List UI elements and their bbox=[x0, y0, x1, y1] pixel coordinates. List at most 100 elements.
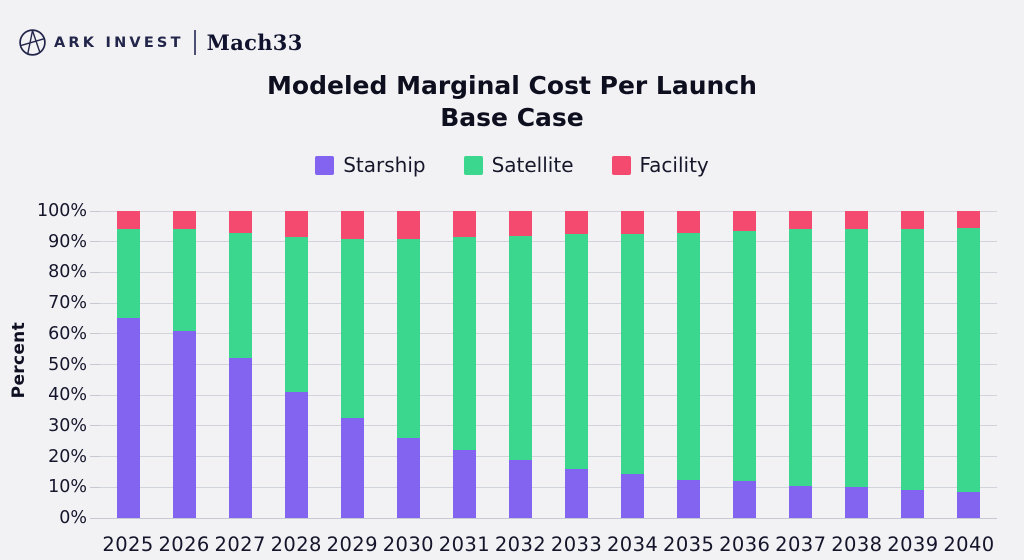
chart-title: Modeled Marginal Cost Per Launch Base Ca… bbox=[0, 70, 1024, 134]
bar-segment-facility-2034 bbox=[621, 211, 645, 235]
bar-segment-facility-2026 bbox=[172, 211, 196, 230]
y-tick-mark bbox=[90, 517, 100, 519]
x-tick-label-2033: 2033 bbox=[550, 533, 603, 556]
bar-segment-facility-2033 bbox=[565, 211, 589, 235]
bar-segment-starship-2037 bbox=[789, 485, 813, 518]
legend-item-facility: Facility bbox=[611, 153, 709, 177]
x-tick-label-2034: 2034 bbox=[606, 533, 659, 556]
x-tick-label-2031: 2031 bbox=[438, 533, 491, 556]
bar-segment-facility-2040 bbox=[957, 211, 981, 228]
x-tick-label-2032: 2032 bbox=[494, 533, 547, 556]
brand-header: ARK INVEST Mach33 bbox=[19, 29, 303, 56]
bar-segment-facility-2031 bbox=[452, 211, 476, 238]
chart-title-line1: Modeled Marginal Cost Per Launch bbox=[267, 71, 757, 100]
y-tick-mark bbox=[90, 333, 100, 335]
bar-segment-starship-2027 bbox=[228, 358, 252, 518]
legend-label-starship: Starship bbox=[343, 153, 426, 177]
bar-segment-satellite-2031 bbox=[452, 237, 476, 451]
bar-segment-starship-2039 bbox=[901, 490, 925, 518]
x-tick-label-2035: 2035 bbox=[663, 533, 715, 556]
legend-item-satellite: Satellite bbox=[463, 153, 574, 177]
bar-segment-satellite-2025 bbox=[116, 229, 140, 319]
y-tick-label: 100% bbox=[36, 201, 87, 221]
bar-segment-facility-2032 bbox=[508, 211, 532, 236]
legend-swatch-starship bbox=[315, 155, 335, 175]
bar-2031 bbox=[452, 211, 476, 518]
gridline-70% bbox=[100, 302, 997, 304]
gridline-60% bbox=[100, 333, 997, 335]
bar-segment-satellite-2037 bbox=[789, 229, 813, 486]
bar-segment-starship-2035 bbox=[677, 479, 701, 518]
bar-segment-facility-2037 bbox=[789, 211, 813, 230]
bar-2032 bbox=[508, 211, 532, 518]
y-tick-mark bbox=[90, 302, 100, 304]
legend-swatch-satellite bbox=[463, 155, 483, 175]
bar-segment-starship-2034 bbox=[621, 473, 645, 518]
y-tick-mark bbox=[90, 271, 100, 273]
x-tick-label-2026: 2026 bbox=[158, 533, 210, 556]
gridline-30% bbox=[100, 425, 997, 427]
bar-segment-starship-2033 bbox=[565, 468, 589, 518]
bar-2038 bbox=[845, 211, 869, 518]
ark-globe-icon bbox=[19, 29, 46, 56]
gridline-80% bbox=[100, 271, 997, 273]
bar-segment-facility-2030 bbox=[396, 211, 420, 239]
x-tick-label-2039: 2039 bbox=[887, 533, 939, 556]
bar-2030 bbox=[396, 211, 420, 518]
bar-segment-satellite-2030 bbox=[396, 238, 420, 439]
bar-segment-starship-2026 bbox=[172, 330, 196, 518]
bar-2028 bbox=[284, 211, 308, 518]
x-tick-label-2027: 2027 bbox=[214, 533, 266, 556]
bar-segment-facility-2036 bbox=[733, 211, 757, 231]
bar-segment-facility-2029 bbox=[340, 211, 364, 239]
bar-segment-satellite-2038 bbox=[845, 229, 869, 488]
bar-segment-starship-2025 bbox=[116, 318, 140, 518]
bar-segment-facility-2038 bbox=[845, 211, 869, 230]
bar-segment-starship-2028 bbox=[284, 392, 308, 518]
bar-2029 bbox=[340, 211, 364, 518]
y-axis-title: Percent bbox=[9, 322, 29, 399]
y-tick-label: 10% bbox=[48, 477, 87, 498]
x-tick-label-2025: 2025 bbox=[102, 533, 154, 556]
bar-segment-starship-2031 bbox=[452, 450, 476, 518]
bar-segment-facility-2035 bbox=[677, 211, 701, 233]
gridline-10% bbox=[100, 486, 997, 488]
bar-2037 bbox=[789, 211, 813, 518]
y-tick-mark bbox=[90, 486, 100, 488]
plot-area: 0% 10% 20% 30% 40% 50% 60% 70% 80% 90% 100% 2025 202… bbox=[37, 201, 997, 556]
bar-segment-facility-2028 bbox=[284, 211, 308, 238]
bar-segment-satellite-2035 bbox=[677, 232, 701, 480]
y-tick-label: 30% bbox=[48, 415, 87, 436]
bar-2033 bbox=[565, 211, 589, 518]
bar-segment-satellite-2040 bbox=[957, 227, 981, 492]
bar-segment-satellite-2033 bbox=[565, 234, 589, 469]
bar-segment-facility-2025 bbox=[116, 211, 140, 230]
x-tick-label-2038: 2038 bbox=[831, 533, 883, 556]
gridline-90% bbox=[100, 241, 997, 243]
y-tick-label: 80% bbox=[48, 262, 87, 283]
legend-label-satellite: Satellite bbox=[491, 153, 574, 177]
bar-segment-starship-2036 bbox=[733, 481, 757, 518]
x-tick-label-2030: 2030 bbox=[382, 533, 434, 556]
bar-2035 bbox=[677, 211, 701, 518]
bar-2040 bbox=[957, 211, 981, 518]
bar-segment-starship-2032 bbox=[508, 459, 532, 518]
bar-2025 bbox=[116, 211, 140, 518]
x-tick-label-2028: 2028 bbox=[270, 533, 322, 556]
brand-ark-invest: ARK INVEST bbox=[54, 34, 184, 51]
y-tick-label: 70% bbox=[48, 293, 87, 314]
bar-segment-starship-2038 bbox=[845, 487, 869, 518]
bar-segment-satellite-2036 bbox=[733, 230, 757, 482]
bar-2039 bbox=[901, 211, 925, 518]
bar-segment-starship-2040 bbox=[957, 491, 981, 518]
y-tick-mark bbox=[90, 241, 100, 243]
bar-segment-starship-2029 bbox=[340, 418, 364, 518]
bar-segment-satellite-2039 bbox=[901, 229, 925, 491]
bar-segment-satellite-2034 bbox=[621, 234, 645, 474]
bar-segment-satellite-2027 bbox=[228, 232, 252, 359]
y-tick-mark bbox=[90, 394, 100, 396]
legend-item-starship: Starship bbox=[315, 153, 426, 177]
y-tick-label: 60% bbox=[48, 323, 87, 344]
legend: Starship Satellite Facility bbox=[0, 153, 1024, 177]
